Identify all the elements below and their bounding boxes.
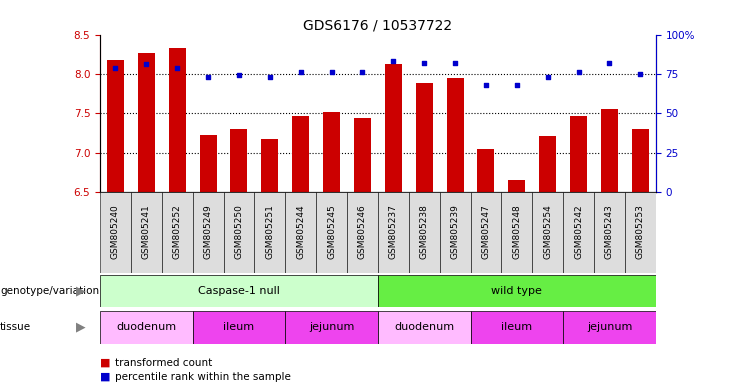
- Bar: [254, 192, 285, 273]
- Text: ▶: ▶: [76, 321, 85, 334]
- Text: GSM805238: GSM805238: [419, 204, 429, 259]
- Bar: [162, 192, 193, 273]
- Bar: [416, 83, 433, 192]
- Text: GSM805252: GSM805252: [173, 204, 182, 259]
- Text: GSM805248: GSM805248: [512, 204, 522, 259]
- Text: jejunum: jejunum: [309, 322, 354, 333]
- Point: [233, 73, 245, 79]
- Point: [480, 82, 492, 88]
- Bar: [409, 192, 439, 273]
- Text: percentile rank within the sample: percentile rank within the sample: [115, 372, 290, 382]
- Point: [603, 60, 615, 66]
- Bar: [378, 311, 471, 344]
- Text: GSM805245: GSM805245: [327, 204, 336, 259]
- Text: GSM805241: GSM805241: [142, 204, 151, 259]
- Text: ■: ■: [100, 358, 110, 368]
- Point: [542, 74, 554, 80]
- Text: GSM805246: GSM805246: [358, 204, 367, 259]
- Text: ileum: ileum: [501, 322, 533, 333]
- Bar: [262, 139, 279, 192]
- Bar: [385, 64, 402, 192]
- Bar: [594, 192, 625, 273]
- Bar: [138, 53, 155, 192]
- Text: duodenum: duodenum: [394, 322, 454, 333]
- Text: ▶: ▶: [76, 285, 85, 297]
- Bar: [471, 311, 563, 344]
- Bar: [193, 192, 224, 273]
- Bar: [439, 192, 471, 273]
- Text: ■: ■: [100, 372, 110, 382]
- Point: [110, 65, 122, 71]
- Text: Caspase-1 null: Caspase-1 null: [198, 286, 280, 296]
- Bar: [378, 275, 656, 307]
- Bar: [323, 113, 340, 192]
- Bar: [508, 180, 525, 192]
- Text: GSM805253: GSM805253: [636, 204, 645, 259]
- Bar: [532, 192, 563, 273]
- Point: [264, 74, 276, 80]
- Point: [449, 60, 461, 66]
- Bar: [502, 192, 532, 273]
- Bar: [447, 78, 464, 192]
- Point: [326, 69, 338, 75]
- Bar: [285, 192, 316, 273]
- Text: GSM805251: GSM805251: [265, 204, 274, 259]
- Bar: [107, 60, 124, 192]
- Bar: [471, 192, 502, 273]
- Bar: [601, 109, 618, 192]
- Bar: [570, 116, 587, 192]
- Text: GSM805250: GSM805250: [234, 204, 244, 259]
- Bar: [563, 192, 594, 273]
- Bar: [224, 192, 254, 273]
- Bar: [169, 48, 186, 192]
- Text: tissue: tissue: [0, 322, 31, 333]
- Bar: [230, 129, 247, 192]
- Text: GSM805254: GSM805254: [543, 204, 552, 259]
- Text: GSM805243: GSM805243: [605, 204, 614, 259]
- Point: [511, 82, 522, 88]
- Text: transformed count: transformed count: [115, 358, 212, 368]
- Point: [388, 58, 399, 65]
- Point: [295, 69, 307, 75]
- Bar: [285, 311, 378, 344]
- Bar: [131, 192, 162, 273]
- Bar: [316, 192, 347, 273]
- Bar: [378, 192, 409, 273]
- Text: GSM805237: GSM805237: [389, 204, 398, 259]
- Text: GSM805242: GSM805242: [574, 204, 583, 259]
- Point: [634, 71, 646, 77]
- Bar: [292, 116, 309, 192]
- Bar: [625, 192, 656, 273]
- Bar: [347, 192, 378, 273]
- Bar: [632, 129, 649, 192]
- Text: GSM805247: GSM805247: [482, 204, 491, 259]
- Title: GDS6176 / 10537722: GDS6176 / 10537722: [303, 18, 453, 32]
- Text: GSM805239: GSM805239: [451, 204, 459, 259]
- Text: GSM805244: GSM805244: [296, 204, 305, 259]
- Bar: [193, 311, 285, 344]
- Text: wild type: wild type: [491, 286, 542, 296]
- Point: [418, 60, 430, 66]
- Bar: [539, 136, 556, 192]
- Text: genotype/variation: genotype/variation: [0, 286, 99, 296]
- Text: ileum: ileum: [223, 322, 255, 333]
- Point: [202, 74, 214, 80]
- Text: duodenum: duodenum: [116, 322, 176, 333]
- Point: [141, 61, 153, 68]
- Bar: [100, 311, 193, 344]
- Bar: [199, 135, 216, 192]
- Text: GSM805249: GSM805249: [204, 204, 213, 259]
- Point: [573, 69, 585, 75]
- Point: [356, 69, 368, 75]
- Point: [171, 65, 183, 71]
- Bar: [100, 275, 378, 307]
- Text: GSM805240: GSM805240: [111, 204, 120, 259]
- Text: jejunum: jejunum: [587, 322, 632, 333]
- Bar: [563, 311, 656, 344]
- Bar: [354, 118, 371, 192]
- Bar: [100, 192, 131, 273]
- Bar: [477, 149, 494, 192]
